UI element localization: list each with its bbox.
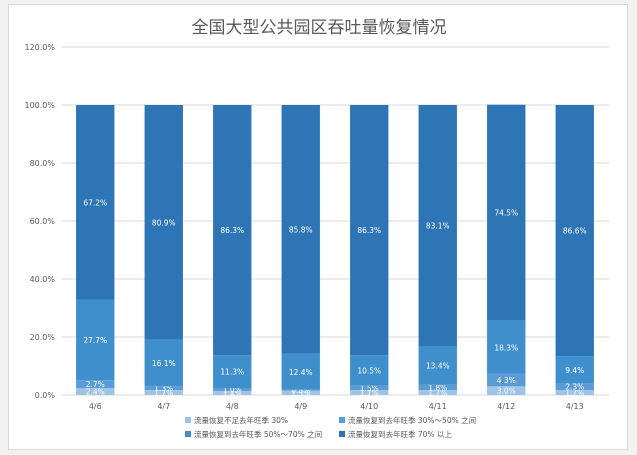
data-label: 86.3% — [220, 226, 244, 235]
bar-segment — [555, 383, 594, 391]
bar-segment — [487, 320, 526, 374]
bar-segment — [350, 355, 389, 386]
data-label: 1.5% — [360, 384, 379, 393]
data-label: 1.3% — [154, 384, 173, 393]
data-label: 9.4% — [565, 366, 584, 375]
x-tick-label: 4/6 — [89, 402, 102, 411]
bar-segment — [76, 380, 115, 389]
data-label: 1.4% — [223, 389, 242, 398]
y-tick-label: 0.0% — [35, 391, 56, 400]
x-tick-label: 4/7 — [157, 402, 170, 411]
x-tick-label: 4/8 — [226, 402, 239, 411]
data-label: 10.5% — [357, 366, 381, 375]
data-label: 2.4% — [86, 388, 105, 397]
bar-segment — [76, 299, 115, 381]
data-label: 85.8% — [289, 225, 313, 234]
y-tick-label: 40.0% — [30, 275, 56, 284]
bar-segment — [418, 105, 457, 346]
bar-segment — [213, 355, 252, 389]
legend-swatch — [339, 431, 345, 437]
bar-segment — [144, 339, 183, 387]
data-label: 4.3% — [497, 376, 516, 385]
data-label: 86.6% — [563, 227, 587, 236]
data-label: 12.4% — [289, 368, 313, 377]
bar-segment — [281, 389, 320, 391]
bar-segment — [350, 385, 389, 391]
bar-segment — [76, 388, 115, 395]
y-tick-label: 20.0% — [30, 333, 56, 342]
bar-segment — [144, 390, 183, 395]
bar-segment — [418, 384, 457, 391]
y-tick-label: 80.0% — [30, 159, 56, 168]
legend-label: 流量恢复到去年旺季 50%～70% 之间 — [194, 429, 322, 439]
x-tick-label: 4/13 — [566, 402, 584, 411]
data-label: 0.3% — [291, 386, 310, 395]
x-tick-label: 4/12 — [497, 402, 515, 411]
bar-segment — [350, 105, 389, 356]
bar-segment — [281, 390, 320, 395]
data-label: 74.5% — [494, 209, 518, 218]
chart-frame: 全国大型公共园区吞吐量恢复情况 0.0% 20.0% 40.0% 60.0% 80.0%… — [8, 4, 628, 450]
stacked-bar-chart: 0.0% 20.0% 40.0% 60.0% 80.0% 100.0% 120.0% 2.4%… — [24, 43, 609, 439]
data-label: 83.1% — [426, 221, 450, 230]
data-label: 1.7% — [428, 389, 447, 398]
legend-swatch — [185, 431, 191, 437]
data-label: 1.0% — [223, 385, 242, 394]
bar-segment — [281, 105, 320, 354]
bar-segment — [418, 345, 457, 385]
bar-segment — [555, 356, 594, 384]
data-label: 3.0% — [497, 387, 516, 396]
y-tick-label: 60.0% — [30, 217, 56, 226]
x-tick-label: 4/11 — [429, 402, 447, 411]
bar-segment — [350, 390, 389, 395]
data-label: 18.3% — [494, 343, 518, 352]
data-label: 1.8% — [428, 383, 447, 392]
bar-segment — [281, 353, 320, 390]
data-label: 11.3% — [220, 368, 244, 377]
chart-title: 全国大型公共园区吞吐量恢复情况 — [191, 18, 447, 38]
bar-segment — [76, 105, 115, 300]
bar-segment — [487, 373, 526, 387]
data-label: 13.4% — [426, 361, 450, 370]
data-label: 80.9% — [152, 218, 176, 227]
legend-swatch — [339, 417, 345, 423]
data-label: 27.7% — [83, 336, 107, 345]
bar-segment — [144, 105, 183, 340]
x-tick-label: 4/9 — [294, 402, 307, 411]
bar-segment — [213, 388, 252, 391]
data-label: 86.3% — [357, 226, 381, 235]
bar-segment — [418, 390, 457, 395]
bar-segment — [144, 386, 183, 391]
legend-label: 流量恢复不足去年旺季 30% — [194, 415, 288, 425]
y-tick-label: 100.0% — [24, 101, 55, 110]
y-tick-label: 120.0% — [24, 43, 55, 52]
bar-segment — [487, 386, 526, 395]
data-label: 2.3% — [565, 383, 584, 392]
data-label: 1.5% — [291, 389, 310, 398]
data-label: 1.7% — [565, 389, 584, 398]
bar-segment — [487, 104, 526, 321]
bar-segment — [213, 105, 252, 356]
data-label: 67.2% — [83, 198, 107, 207]
data-label: 1.7% — [154, 389, 173, 398]
data-label: 1.7% — [360, 389, 379, 398]
x-tick-label: 4/10 — [360, 402, 378, 411]
bar-segment — [555, 390, 594, 395]
data-label: 16.1% — [152, 359, 176, 368]
data-label: 2.7% — [86, 380, 105, 389]
bar-segment — [213, 390, 252, 395]
legend-swatch — [185, 417, 191, 423]
bar-segment — [555, 105, 594, 357]
legend-label: 流量恢复到去年旺季 30%～50% 之间 — [348, 415, 476, 425]
legend-label: 流量恢复到去年旺季 70% 以上 — [348, 429, 452, 439]
